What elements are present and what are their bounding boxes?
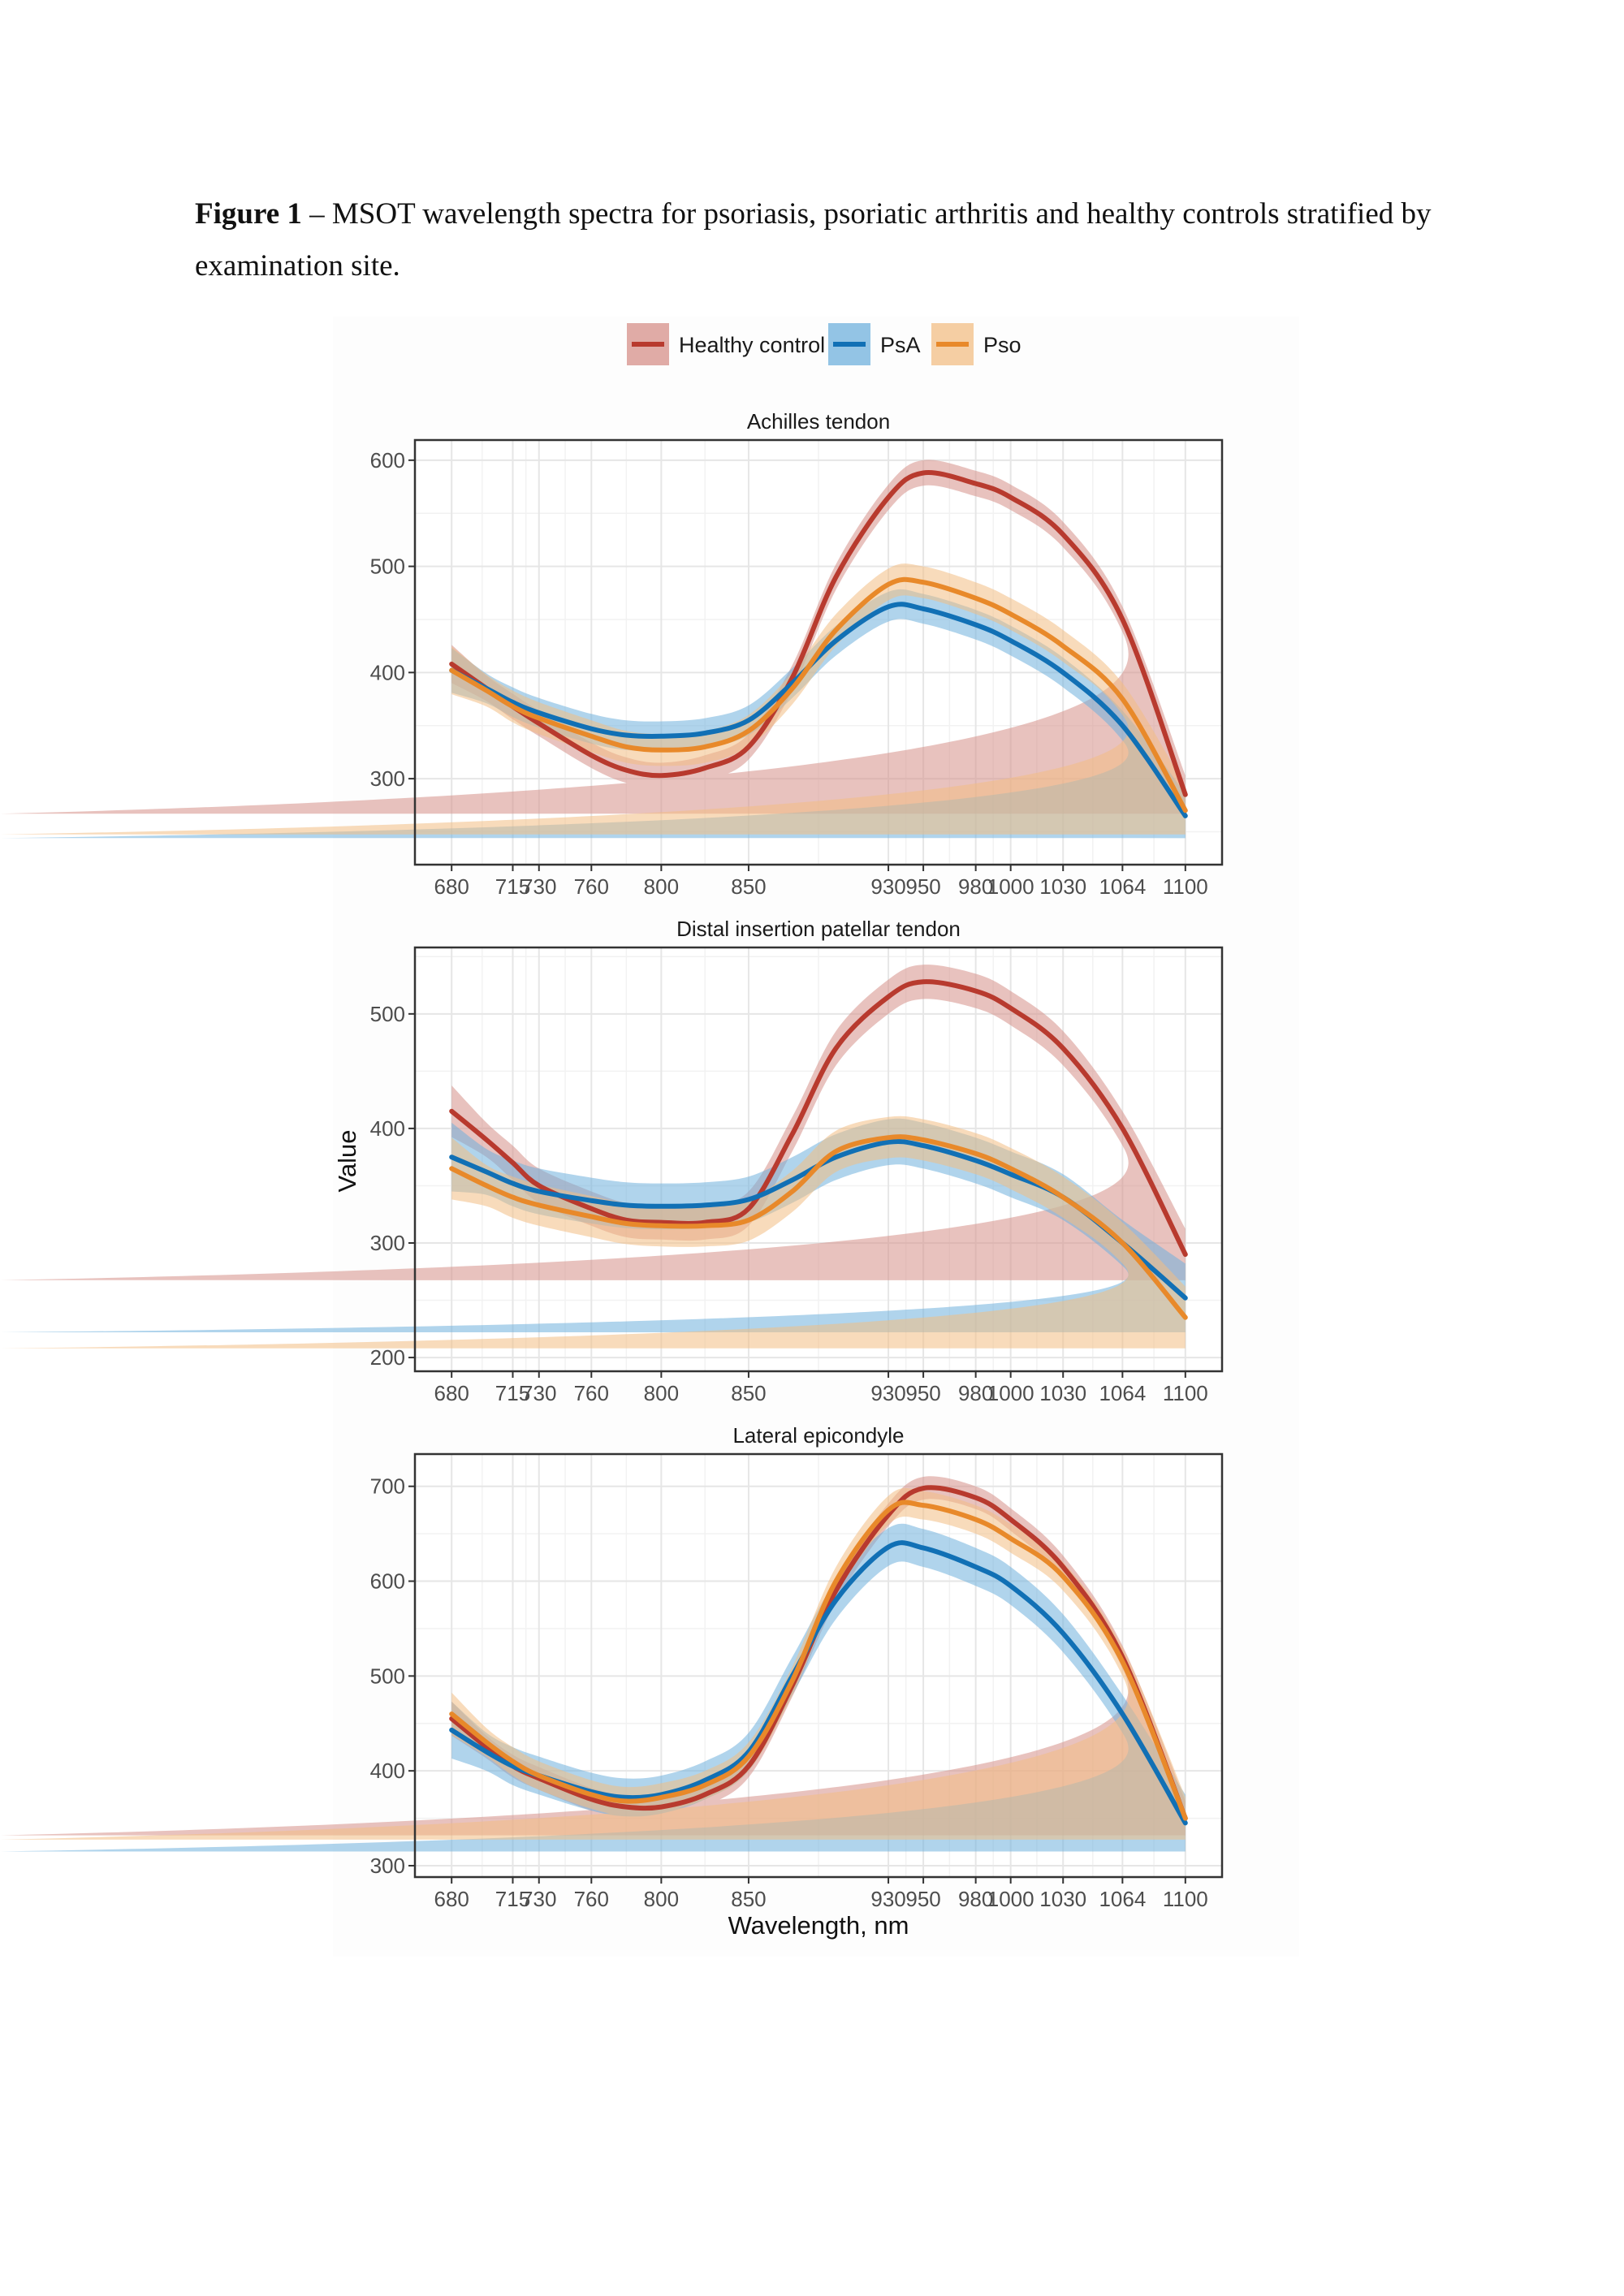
panel-border — [413, 1452, 1224, 1879]
x-tick-label: 760 — [574, 874, 609, 899]
ci-band-pso — [0, 1116, 1186, 1349]
y-tick-label: 500 — [370, 555, 405, 579]
x-tick-label: 715 — [495, 1381, 530, 1405]
x-tick-label: 730 — [521, 1381, 556, 1405]
x-tick-label: 680 — [434, 1887, 469, 1911]
x-tick-label: 950 — [905, 1381, 940, 1405]
x-tick-label: 1064 — [1099, 874, 1146, 899]
y-tick-label: 700 — [370, 1474, 405, 1499]
x-tick-label: 930 — [870, 1887, 905, 1911]
panel-2: Distal insertion patellar tendon 680 71573… — [0, 917, 1224, 1405]
y-tick-label: 200 — [370, 1345, 405, 1370]
legend: Healthy control PsA Pso — [627, 323, 1021, 365]
y-tick-label: 600 — [370, 448, 405, 473]
y-tick-label: 500 — [370, 1002, 405, 1026]
x-tick-label: 800 — [644, 1381, 679, 1405]
y-tick-label: 300 — [370, 1231, 405, 1255]
y-tick-label: 300 — [370, 1854, 405, 1878]
x-tick-label: 1000 — [987, 874, 1034, 899]
legend-label: PsA — [880, 333, 921, 357]
figure-caption: Figure 1 – MSOT wavelength spectra for p… — [195, 188, 1462, 292]
y-tick-label: 400 — [370, 1116, 405, 1141]
x-tick-label: 680 — [434, 874, 469, 899]
panel-border — [413, 438, 1224, 866]
x-tick-label: 1064 — [1099, 1381, 1146, 1405]
x-tick-label: 1100 — [1163, 874, 1208, 899]
x-tick-label: 1100 — [1163, 1381, 1208, 1405]
x-tick-label: 1100 — [1163, 1887, 1208, 1911]
x-tick-label: 1030 — [1039, 1381, 1086, 1405]
legend-label: Pso — [983, 333, 1021, 357]
x-tick-label: 930 — [870, 874, 905, 899]
x-tick-label: 950 — [905, 874, 940, 899]
ci-band-pso — [0, 563, 1186, 835]
x-tick-label: 760 — [574, 1381, 609, 1405]
x-tick-label: 800 — [644, 1887, 679, 1911]
x-tick-label: 1000 — [987, 1381, 1034, 1405]
x-tick-label: 950 — [905, 1887, 940, 1911]
y-tick-label: 300 — [370, 766, 405, 791]
figure-caption-text: – MSOT wavelength spectra for psoriasis,… — [195, 197, 1432, 283]
series-line-healthy-control — [449, 979, 1188, 1258]
x-tick-label: 800 — [644, 874, 679, 899]
series-line-psa — [449, 602, 1188, 818]
x-tick-label: 980 — [958, 1887, 993, 1911]
x-tick-label: 930 — [870, 1381, 905, 1405]
x-tick-label: 850 — [731, 874, 766, 899]
y-tick-label: 500 — [370, 1664, 405, 1688]
x-tick-label: 715 — [495, 1887, 530, 1911]
x-tick-label: 850 — [731, 1887, 766, 1911]
x-tick-label: 730 — [521, 874, 556, 899]
series-line-pso — [449, 1134, 1188, 1320]
x-tick-label: 1030 — [1039, 1887, 1086, 1911]
x-tick-label: 760 — [574, 1887, 609, 1911]
x-tick-label: 715 — [495, 874, 530, 899]
x-tick-label: 730 — [521, 1887, 556, 1911]
x-tick-label: 980 — [958, 874, 993, 899]
panel-title: Achilles tendon — [747, 409, 890, 434]
panel-title: Lateral epicondyle — [732, 1423, 904, 1448]
y-axis-label: Value — [333, 1130, 361, 1193]
y-tick-label: 400 — [370, 660, 405, 684]
legend-label: Healthy control — [679, 333, 825, 357]
x-tick-label: 1064 — [1099, 1887, 1146, 1911]
panel-title: Distal insertion patellar tendon — [676, 917, 961, 941]
x-tick-label: 850 — [731, 1381, 766, 1405]
y-tick-label: 600 — [370, 1569, 405, 1594]
ci-band-pso — [0, 1487, 1186, 1840]
series-line-pso — [449, 576, 1188, 814]
x-tick-label: 680 — [434, 1381, 469, 1405]
panel-border — [413, 946, 1224, 1373]
x-tick-label: 1030 — [1039, 874, 1086, 899]
x-tick-label: 980 — [958, 1381, 993, 1405]
figure-label: Figure 1 — [195, 197, 302, 231]
series-line-pso — [449, 1500, 1188, 1821]
series-line-healthy-control — [449, 470, 1188, 797]
y-tick-label: 400 — [370, 1759, 405, 1783]
x-axis-label: Wavelength, nm — [728, 1911, 909, 1940]
x-tick-label: 1000 — [987, 1887, 1034, 1911]
